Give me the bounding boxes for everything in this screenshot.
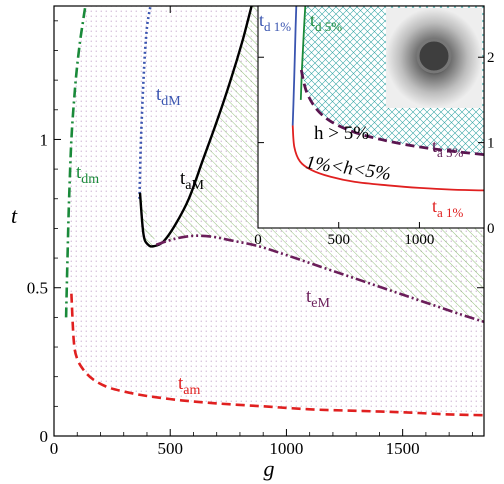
series-line-t-eM	[155, 234, 484, 324]
inset-thumbnail-ring	[416, 38, 452, 74]
inset-annotation-high: h > 5%	[314, 123, 369, 144]
inset-ticks: 0 500 1000 0 1 2	[254, 50, 494, 248]
inset-series-label-t-a1: ta 1%	[432, 196, 464, 220]
series-line-t-am	[70, 293, 484, 417]
inset-series-line-t-d5	[299, 6, 307, 100]
inset-series-label-t-d5: td 5%	[310, 10, 342, 34]
inset-series-labels: td 1% td 5% ta 5% ta 1%	[259, 10, 464, 220]
inset-series-group	[291, 6, 484, 192]
inset-series-line-t-a5	[299, 69, 484, 156]
inset-x-tick-label: 500	[327, 232, 350, 248]
inset-x-tick-label: 0	[254, 232, 262, 248]
y-tick-label: 0.5	[27, 279, 48, 298]
x-tick-label: 500	[157, 439, 183, 458]
inset-y-tick-label: 0	[487, 221, 495, 237]
y-axis-label: t	[11, 203, 18, 228]
x-axis-label: g	[264, 456, 275, 481]
inset-x-tick-label: 1000	[404, 232, 434, 248]
main-series-labels: tam tdm tdM taM teM	[76, 84, 330, 398]
inset-series-line-t-a1	[291, 125, 484, 192]
series-label-t-aM: taM	[180, 168, 204, 193]
series-line-t-aM	[138, 6, 253, 248]
series-label-t-dm: tdm	[76, 162, 99, 187]
x-tick-label: 1500	[386, 439, 420, 458]
main-series-group	[64, 6, 484, 417]
inset-y-tick-label: 2	[487, 50, 495, 66]
y-tick-label: 1	[40, 130, 49, 149]
inset-plot-frame	[257, 5, 485, 229]
series-label-t-dM: tdM	[156, 84, 181, 109]
inset-series-label-t-a5: ta 5%	[432, 136, 464, 160]
x-tick-label: 1000	[269, 439, 303, 458]
inset-y-tick-label: 1	[487, 136, 495, 152]
y-tick-label: 0	[40, 427, 49, 446]
inset-series-line-t-d1	[291, 6, 298, 126]
series-label-t-eM: teM	[306, 286, 330, 311]
inset-series-label-t-d1: td 1%	[259, 10, 291, 34]
x-tick-label: 0	[50, 439, 59, 458]
series-label-t-am: tam	[178, 373, 200, 398]
series-line-t-dm	[64, 6, 87, 318]
